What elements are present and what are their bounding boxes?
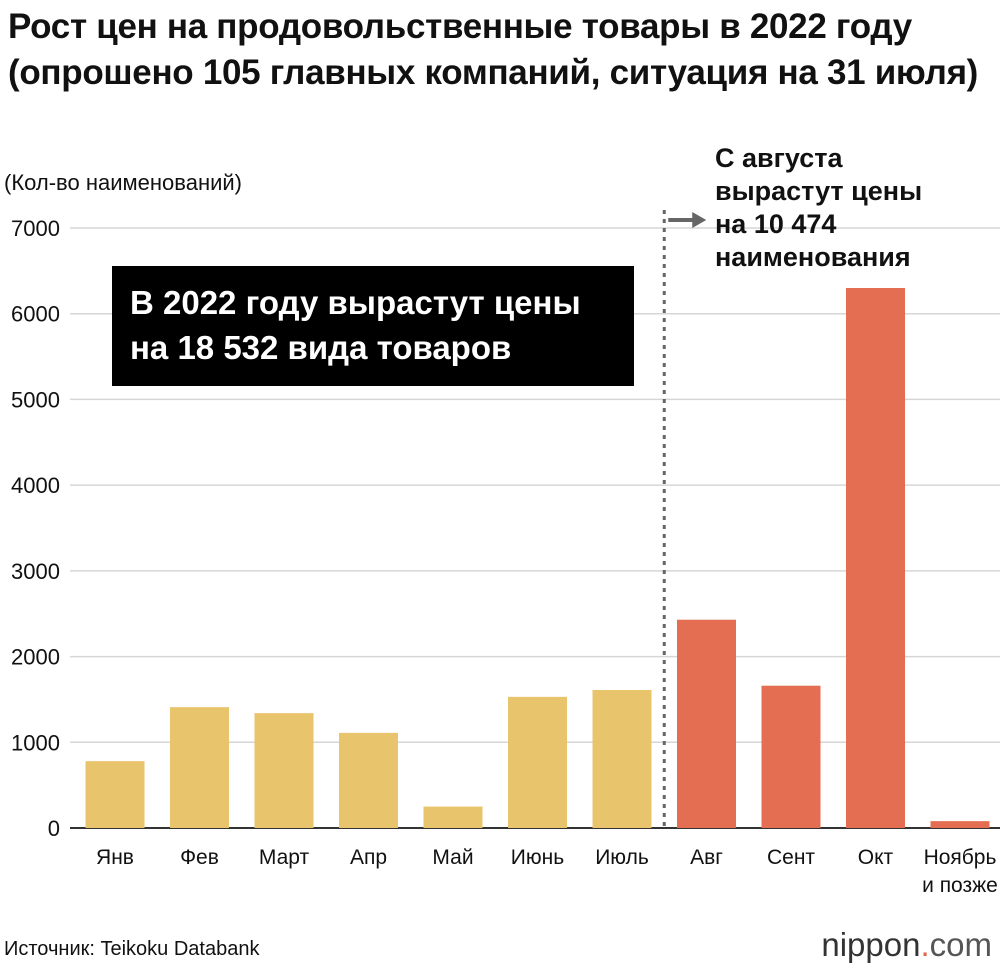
- callout-line-2: на 18 532 вида товаров: [130, 329, 512, 366]
- bar-2: [170, 707, 229, 828]
- bar-5: [423, 806, 483, 828]
- x-tick-label: Март: [259, 846, 310, 869]
- y-tick-label: 0: [48, 816, 60, 841]
- future-note-line-4: наименования: [715, 242, 911, 272]
- bar-1: [85, 761, 145, 828]
- logo-name: nippon: [821, 926, 921, 963]
- arrow-right-icon: [692, 212, 707, 228]
- x-tick-label: Фев: [180, 846, 219, 869]
- y-axis-units-label: (Кол-во наименований): [4, 170, 242, 195]
- future-note-line-2: вырастут цены: [715, 176, 923, 206]
- bars: [85, 288, 990, 828]
- y-tick-label: 5000: [11, 387, 60, 412]
- x-tick-label: Ноябрь: [924, 846, 997, 869]
- x-tick-label: Апр: [350, 846, 387, 869]
- future-increase-note: С августа вырастут цены на 10 474 наимен…: [715, 142, 995, 274]
- bar-6: [508, 696, 567, 828]
- y-tick-label: 4000: [11, 473, 60, 498]
- x-tick-label: и позже: [922, 874, 998, 897]
- bar-8: [677, 619, 736, 828]
- x-tick-label: Май: [432, 846, 473, 869]
- bar-7: [592, 690, 652, 828]
- x-tick-label: Июнь: [511, 846, 564, 869]
- logo-tld: com: [929, 926, 992, 963]
- nippon-logo[interactable]: nippon.com: [821, 926, 992, 964]
- bar-11: [930, 821, 990, 828]
- total-callout-box: В 2022 году вырастут цены на 18 532 вида…: [112, 266, 634, 386]
- period-divider: [662, 210, 707, 828]
- y-tick-label: 2000: [11, 645, 60, 670]
- chart-title: Рост цен на продовольственные товары в 2…: [8, 7, 979, 92]
- bar-3: [254, 713, 314, 828]
- y-tick-label: 3000: [11, 559, 60, 584]
- x-tick-label: Авг: [690, 846, 723, 869]
- x-axis-ticks: Янв Фев Март Апр Май Июнь Июль Авг Сент Окт Ноябрь…: [96, 846, 998, 897]
- x-tick-label: Сент: [767, 846, 815, 869]
- future-note-line-3: на 10 474: [715, 209, 837, 239]
- bar-9: [761, 685, 821, 828]
- y-tick-label: 7000: [11, 216, 60, 241]
- x-tick-label: Окт: [858, 846, 894, 869]
- x-tick-label: Янв: [96, 846, 134, 869]
- x-tick-label: Июль: [595, 846, 649, 869]
- callout-line-1: В 2022 году вырастут цены: [130, 284, 581, 321]
- source-note: Источник: Teikoku Databank: [4, 938, 260, 960]
- bar-10: [846, 288, 905, 828]
- bar-4: [339, 732, 398, 828]
- y-tick-label: 1000: [11, 730, 60, 755]
- y-axis-ticks: 0 1000 2000 3000 4000 5000 6000 7000: [11, 216, 60, 841]
- y-tick-label: 6000: [11, 302, 60, 327]
- logo-dot: .: [920, 926, 930, 963]
- future-note-line-1: С августа: [715, 143, 843, 173]
